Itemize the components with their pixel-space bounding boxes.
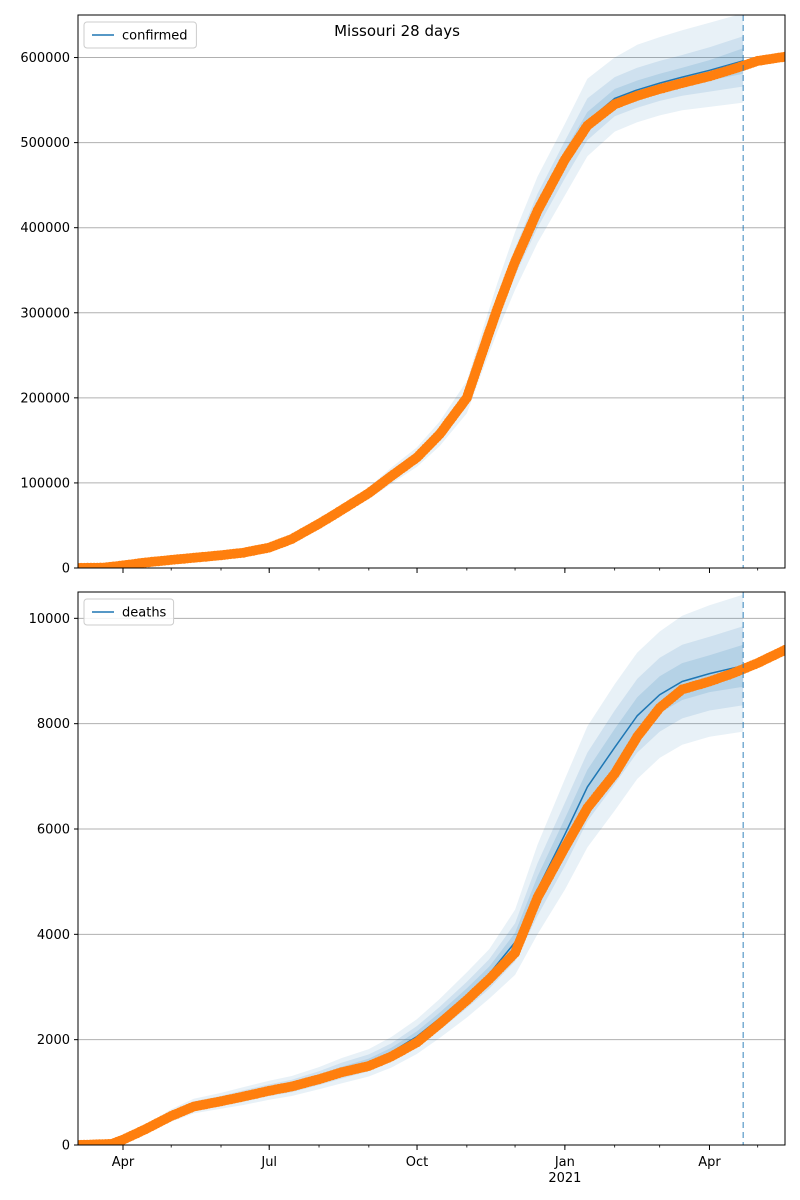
y-tick-label: 100000: [20, 476, 70, 491]
legend-box: [83, 598, 175, 626]
y-tick-label: 6000: [37, 823, 70, 838]
legend: deaths: [83, 598, 175, 626]
y-tick-label: 300000: [20, 306, 70, 321]
x-tick-label: Jan: [554, 1155, 575, 1170]
y-tick-label: 600000: [20, 51, 70, 66]
plot-area: [78, 594, 785, 1145]
y-tick-label: 0: [62, 1139, 70, 1154]
y-tick-label: 4000: [37, 928, 70, 943]
x-year-label: 2021: [548, 1171, 581, 1186]
uncertainty-band-outer: [78, 594, 744, 1145]
plot-area: [78, 15, 785, 568]
y-tick-label: 500000: [20, 136, 70, 151]
observed-point: [780, 644, 785, 655]
uncertainty-band-outer: [78, 15, 744, 568]
y-tick-label: 10000: [29, 612, 70, 627]
observed-point: [780, 51, 785, 62]
y-tick-label: 400000: [20, 221, 70, 236]
y-tick-label: 8000: [37, 717, 70, 732]
legend-box: [83, 21, 197, 49]
x-tick-label: Apr: [698, 1155, 721, 1170]
x-tick-label: Oct: [406, 1155, 428, 1170]
x-tick-label: Jul: [260, 1155, 277, 1170]
legend: confirmed: [83, 21, 197, 49]
y-tick-label: 200000: [20, 391, 70, 406]
figure-title: Missouri 28 days: [334, 22, 460, 40]
y-tick-label: 0: [62, 562, 70, 577]
y-tick-label: 2000: [37, 1033, 70, 1048]
x-tick-label: Apr: [112, 1155, 135, 1170]
confirmed-chart: 0 100000 200000 300000 400000 500000 600000 con…: [20, 14, 786, 577]
deaths-chart: 0 2000 4000 6000 8000 10000 Apr Jul Oct Jan Apr 202…: [29, 591, 786, 1186]
axes-frame: [77, 14, 786, 569]
axes-frame: [77, 591, 786, 1146]
legend-label: confirmed: [122, 29, 188, 44]
legend-label: deaths: [122, 606, 167, 621]
